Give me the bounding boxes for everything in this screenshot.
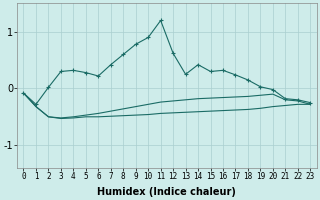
X-axis label: Humidex (Indice chaleur): Humidex (Indice chaleur) [98, 187, 236, 197]
